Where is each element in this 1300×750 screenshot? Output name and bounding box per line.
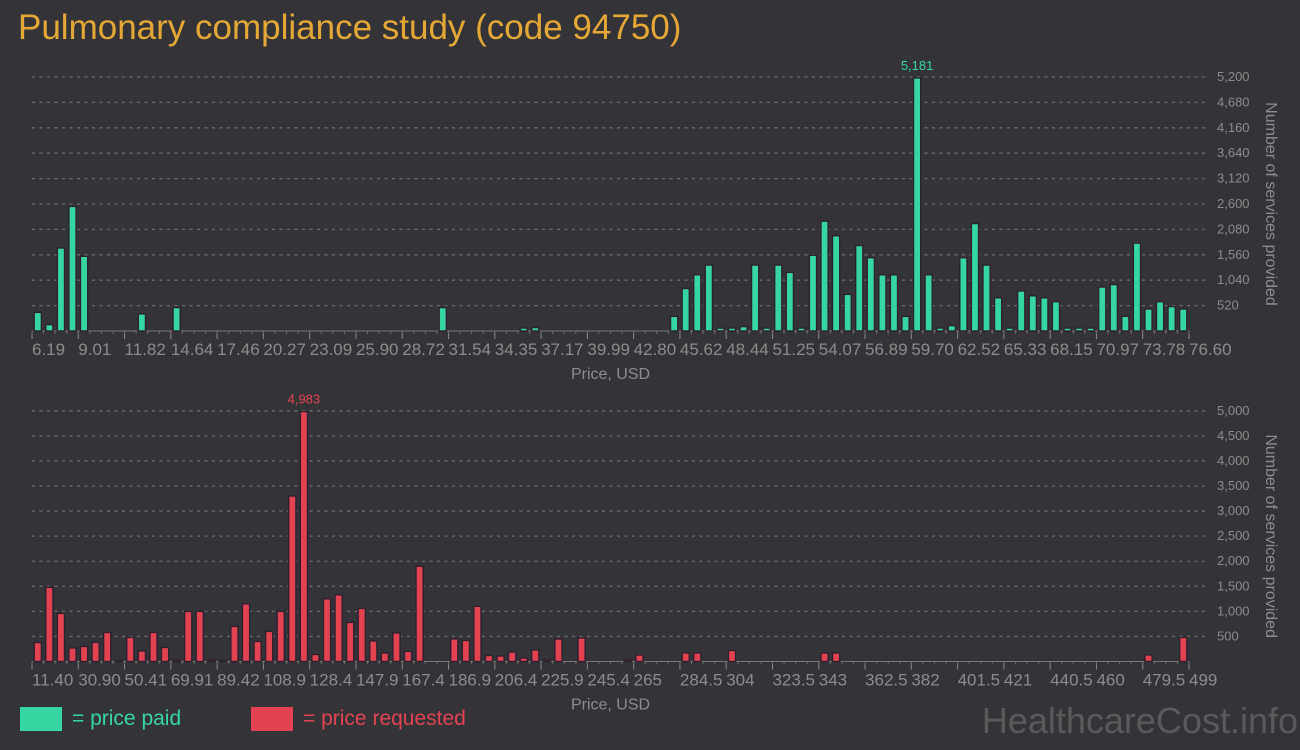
svg-text:401.5: 401.5: [958, 671, 1001, 690]
svg-text:186.9: 186.9: [449, 671, 492, 690]
svg-text:3,000: 3,000: [1217, 503, 1250, 518]
svg-text:68.15: 68.15: [1050, 340, 1093, 359]
svg-text:50.41: 50.41: [125, 671, 168, 690]
svg-text:34.35: 34.35: [495, 340, 538, 359]
svg-text:Price, USD: Price, USD: [571, 366, 650, 383]
svg-text:265: 265: [634, 671, 662, 690]
svg-text:3,500: 3,500: [1217, 478, 1250, 493]
svg-text:1,560: 1,560: [1217, 247, 1250, 262]
svg-text:3,120: 3,120: [1217, 171, 1250, 186]
svg-text:4,983: 4,983: [288, 392, 321, 407]
svg-text:11.40: 11.40: [32, 671, 73, 690]
svg-text:39.99: 39.99: [587, 340, 630, 359]
svg-text:59.70: 59.70: [911, 340, 954, 359]
svg-text:2,080: 2,080: [1217, 221, 1250, 236]
svg-text:51.25: 51.25: [772, 340, 815, 359]
svg-text:440.5: 440.5: [1050, 671, 1093, 690]
svg-text:147.9: 147.9: [356, 671, 399, 690]
svg-text:Number of services provided: Number of services provided: [1262, 434, 1279, 638]
svg-text:128.4: 128.4: [310, 671, 353, 690]
svg-text:62.52: 62.52: [958, 340, 1001, 359]
svg-text:343: 343: [819, 671, 847, 690]
svg-text:5,000: 5,000: [1217, 403, 1250, 418]
svg-text:304: 304: [726, 671, 754, 690]
svg-text:2,000: 2,000: [1217, 553, 1250, 568]
svg-text:382: 382: [911, 671, 939, 690]
svg-text:70.97: 70.97: [1096, 340, 1139, 359]
svg-text:1,000: 1,000: [1217, 603, 1250, 618]
svg-text:54.07: 54.07: [819, 340, 862, 359]
svg-text:20.27: 20.27: [263, 340, 306, 359]
svg-text:479.5: 479.5: [1143, 671, 1186, 690]
svg-text:48.44: 48.44: [726, 340, 769, 359]
svg-text:520: 520: [1217, 298, 1239, 313]
svg-text:500: 500: [1217, 628, 1239, 643]
svg-text:2,500: 2,500: [1217, 528, 1250, 543]
svg-text:31.54: 31.54: [449, 340, 492, 359]
svg-text:30.90: 30.90: [78, 671, 121, 690]
svg-text:Number of services provided: Number of services provided: [1262, 102, 1279, 306]
svg-text:1,500: 1,500: [1217, 578, 1250, 593]
svg-text:460: 460: [1096, 671, 1124, 690]
svg-text:323.5: 323.5: [772, 671, 815, 690]
svg-text:6.19: 6.19: [32, 340, 65, 359]
svg-text:362.5: 362.5: [865, 671, 908, 690]
svg-text:25.90: 25.90: [356, 340, 399, 359]
svg-text:89.42: 89.42: [217, 671, 260, 690]
svg-text:206.4: 206.4: [495, 671, 538, 690]
svg-text:108.9: 108.9: [263, 671, 306, 690]
svg-text:28.72: 28.72: [402, 340, 445, 359]
svg-text:73.78: 73.78: [1143, 340, 1186, 359]
svg-text:9.01: 9.01: [78, 340, 111, 359]
svg-text:499: 499: [1189, 671, 1217, 690]
svg-text:5,200: 5,200: [1217, 69, 1250, 84]
svg-text:14.64: 14.64: [171, 340, 214, 359]
svg-text:37.17: 37.17: [541, 340, 584, 359]
svg-text:225.9: 225.9: [541, 671, 584, 690]
svg-text:4,160: 4,160: [1217, 120, 1250, 135]
svg-text:4,680: 4,680: [1217, 94, 1250, 109]
svg-text:167.4: 167.4: [402, 671, 445, 690]
svg-text:17.46: 17.46: [217, 340, 260, 359]
svg-text:1,040: 1,040: [1217, 272, 1250, 287]
svg-text:23.09: 23.09: [310, 340, 353, 359]
svg-text:245.4: 245.4: [587, 671, 630, 690]
svg-text:4,000: 4,000: [1217, 453, 1250, 468]
svg-text:65.33: 65.33: [1004, 340, 1047, 359]
svg-text:2,600: 2,600: [1217, 196, 1250, 211]
svg-text:Price, USD: Price, USD: [571, 697, 650, 714]
svg-text:56.89: 56.89: [865, 340, 908, 359]
svg-text:76.60: 76.60: [1189, 340, 1232, 359]
svg-text:11.82: 11.82: [125, 340, 166, 359]
svg-text:42.80: 42.80: [634, 340, 677, 359]
svg-text:69.91: 69.91: [171, 671, 214, 690]
svg-text:5,181: 5,181: [901, 58, 934, 73]
svg-text:4,500: 4,500: [1217, 428, 1250, 443]
svg-text:45.62: 45.62: [680, 340, 723, 359]
svg-text:284.5: 284.5: [680, 671, 723, 690]
svg-text:3,640: 3,640: [1217, 145, 1250, 160]
svg-text:421: 421: [1004, 671, 1032, 690]
